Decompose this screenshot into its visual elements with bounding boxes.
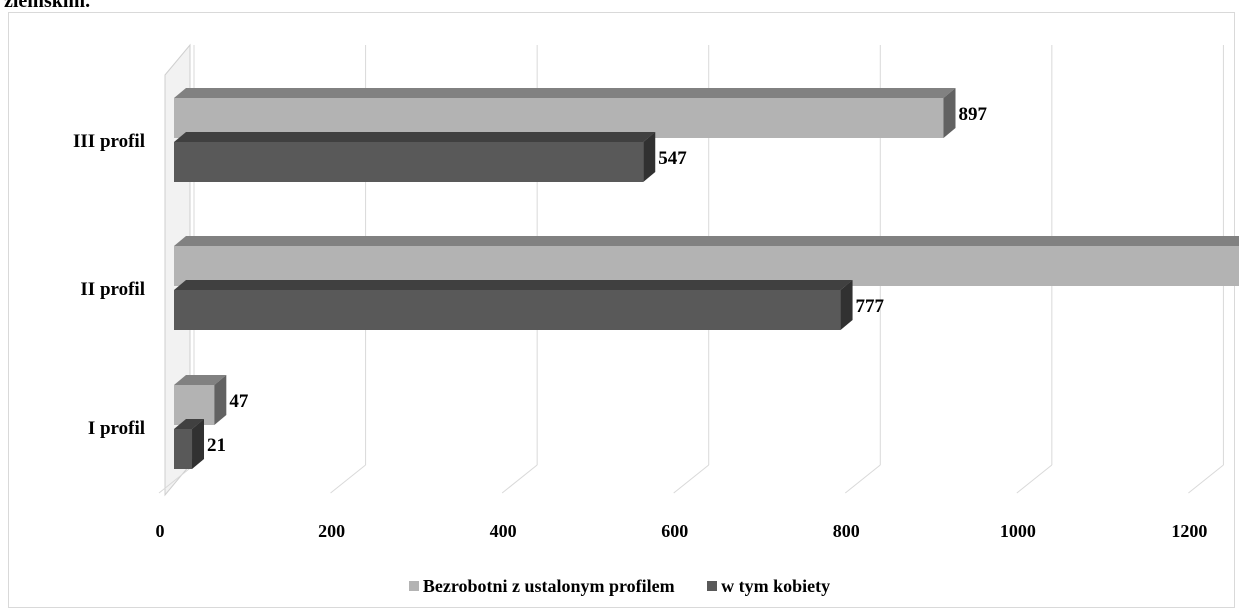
bar-0-1	[174, 246, 1239, 286]
bar-1-1	[174, 290, 841, 330]
x-tick-label-4: 800	[833, 521, 860, 541]
legend-swatch-series-1	[408, 581, 419, 591]
bar-side-1-1	[840, 280, 853, 330]
x-tick-label-1: 200	[318, 521, 345, 541]
x-tick-label-5: 1000	[1000, 521, 1036, 541]
data-label-0-0: 897	[958, 104, 987, 125]
bar-top-0-1	[174, 236, 1239, 246]
bar-side-0-2	[214, 375, 227, 425]
category-label-0: III profil	[73, 131, 145, 152]
bar-top-1-0	[174, 132, 656, 142]
bar-top-1-2	[174, 419, 205, 429]
legend-label-series-1: Bezrobotni z ustalonym profilem	[422, 575, 675, 596]
gridline-floor-5	[1016, 464, 1053, 494]
bar-1-0	[174, 142, 644, 182]
bar-top-0-2	[174, 375, 227, 385]
data-label-0-2: 47	[229, 391, 249, 412]
category-label-2: I profil	[88, 418, 145, 439]
gridline-floor-3	[673, 464, 710, 494]
legend-item-series-2: w tym kobiety	[707, 576, 830, 597]
heading-fragment: ziemskim.	[4, 0, 91, 12]
bar-1-2	[174, 429, 193, 469]
x-tick-label-2: 400	[490, 521, 517, 541]
gridline-floor-4	[844, 464, 881, 494]
legend-label-series-2: w tym kobiety	[721, 575, 831, 596]
legend-swatch-series-2	[707, 581, 718, 591]
bar-side-0-0	[943, 88, 956, 138]
x-tick-label-0: 0	[156, 521, 165, 541]
data-label-1-0: 547	[658, 148, 687, 169]
gridline-floor-2	[501, 464, 538, 494]
chart-legend: Bezrobotni z ustalonym profilem w tym ko…	[0, 575, 1239, 597]
bar-top-1-1	[174, 280, 853, 290]
gridline-floor-0	[158, 464, 195, 494]
bar-side-1-2	[192, 419, 205, 469]
gridline-floor-6	[1188, 464, 1224, 494]
x-tick-label-3: 600	[661, 521, 688, 541]
bar-side-1-0	[643, 132, 656, 182]
data-label-1-1: 777	[856, 296, 885, 317]
data-label-1-2: 21	[207, 435, 226, 456]
category-label-1: II profil	[80, 279, 145, 300]
legend-item-series-1: Bezrobotni z ustalonym profilem	[408, 575, 675, 597]
bar-0-0	[174, 98, 944, 138]
gridline-floor-1	[330, 464, 366, 494]
x-tick-label-6: 1200	[1171, 521, 1207, 541]
bar-0-2	[174, 385, 215, 425]
bar-top-0-0	[174, 88, 956, 98]
